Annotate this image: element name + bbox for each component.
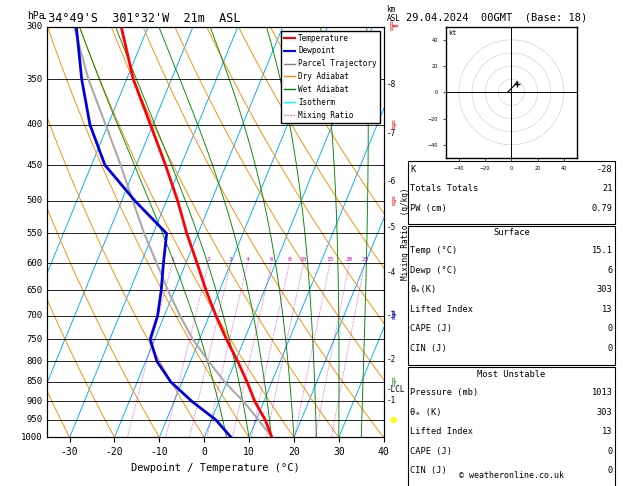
Text: -7: -7 (386, 129, 396, 138)
Text: Dewp (°C): Dewp (°C) (410, 266, 457, 275)
Text: -28: -28 (597, 165, 613, 174)
Text: 8: 8 (287, 257, 291, 262)
Text: 500: 500 (26, 196, 43, 206)
Text: ╠: ╠ (391, 377, 396, 387)
Text: 0.79: 0.79 (592, 204, 613, 213)
Text: 15.1: 15.1 (592, 246, 613, 256)
Text: CIN (J): CIN (J) (410, 466, 447, 475)
Text: 21: 21 (602, 184, 613, 193)
Text: -LCL: -LCL (386, 385, 405, 395)
Text: 303: 303 (597, 285, 613, 295)
Text: 750: 750 (26, 335, 43, 344)
Text: 700: 700 (26, 311, 43, 320)
Text: CAPE (J): CAPE (J) (410, 324, 452, 333)
Text: 29.04.2024  00GMT  (Base: 18): 29.04.2024 00GMT (Base: 18) (406, 12, 587, 22)
Text: ╠: ╠ (391, 120, 396, 130)
Text: -5: -5 (386, 223, 396, 232)
Text: ●: ● (390, 416, 397, 424)
Text: hPa: hPa (27, 11, 45, 20)
Text: 0: 0 (608, 466, 613, 475)
Text: 2: 2 (206, 257, 210, 262)
Text: 25: 25 (361, 257, 369, 262)
Legend: Temperature, Dewpoint, Parcel Trajectory, Dry Adiabat, Wet Adiabat, Isotherm, Mi: Temperature, Dewpoint, Parcel Trajectory… (281, 31, 380, 122)
Text: -1: -1 (386, 396, 396, 405)
Text: θₑ (K): θₑ (K) (410, 408, 442, 417)
Text: 850: 850 (26, 378, 43, 386)
Text: 900: 900 (26, 397, 43, 406)
Text: 10: 10 (300, 257, 308, 262)
Text: 400: 400 (26, 121, 43, 129)
Text: ╠═: ╠═ (389, 22, 398, 32)
Text: Pressure (mb): Pressure (mb) (410, 388, 479, 398)
Text: K: K (410, 165, 415, 174)
Text: 0: 0 (608, 344, 613, 353)
Text: -34°49'S  301°32'W  21m  ASL: -34°49'S 301°32'W 21m ASL (41, 12, 240, 25)
Text: km
ASL: km ASL (386, 5, 400, 23)
Text: 650: 650 (26, 286, 43, 295)
Text: -8: -8 (386, 80, 396, 88)
Text: 13: 13 (602, 305, 613, 314)
Text: Lifted Index: Lifted Index (410, 305, 473, 314)
Text: 20: 20 (346, 257, 353, 262)
Text: PW (cm): PW (cm) (410, 204, 447, 213)
Text: Most Unstable: Most Unstable (477, 370, 545, 380)
Text: -4: -4 (386, 268, 396, 277)
Text: 950: 950 (26, 416, 43, 424)
Text: -6: -6 (386, 177, 396, 186)
Text: Mixing Ratio  (g/kg): Mixing Ratio (g/kg) (401, 187, 410, 279)
Text: Surface: Surface (493, 228, 530, 238)
Text: 1000: 1000 (21, 433, 43, 442)
Text: 3: 3 (229, 257, 233, 262)
Text: 550: 550 (26, 229, 43, 238)
Text: 4: 4 (246, 257, 249, 262)
Text: 350: 350 (26, 75, 43, 84)
Text: 800: 800 (26, 357, 43, 366)
Text: Temp (°C): Temp (°C) (410, 246, 457, 256)
Text: 600: 600 (26, 259, 43, 268)
Text: θₑ(K): θₑ(K) (410, 285, 437, 295)
Text: ╠: ╠ (391, 311, 396, 320)
Text: 6: 6 (270, 257, 274, 262)
Text: ╠: ╠ (391, 196, 396, 206)
Text: CIN (J): CIN (J) (410, 344, 447, 353)
Text: 1013: 1013 (592, 388, 613, 398)
Text: 1: 1 (170, 257, 174, 262)
Text: -3: -3 (386, 311, 396, 320)
Text: 450: 450 (26, 160, 43, 170)
Text: -2: -2 (386, 355, 396, 364)
Text: 303: 303 (597, 408, 613, 417)
Text: 300: 300 (26, 22, 43, 31)
X-axis label: Dewpoint / Temperature (°C): Dewpoint / Temperature (°C) (131, 463, 300, 473)
Text: Totals Totals: Totals Totals (410, 184, 479, 193)
Text: CAPE (J): CAPE (J) (410, 447, 452, 456)
Text: 0: 0 (608, 324, 613, 333)
Text: © weatheronline.co.uk: © weatheronline.co.uk (459, 471, 564, 480)
Text: 6: 6 (608, 266, 613, 275)
Text: 13: 13 (602, 427, 613, 436)
Text: Lifted Index: Lifted Index (410, 427, 473, 436)
Text: kt: kt (448, 30, 457, 35)
Text: 15: 15 (326, 257, 334, 262)
Text: 0: 0 (608, 447, 613, 456)
